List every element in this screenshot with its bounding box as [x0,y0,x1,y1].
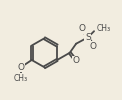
Text: CH₃: CH₃ [14,74,28,83]
Text: O: O [79,24,86,33]
Text: O: O [17,63,24,72]
Text: O: O [90,42,97,51]
Text: S: S [85,33,91,42]
Text: CH₃: CH₃ [97,24,111,33]
Text: O: O [73,56,80,65]
